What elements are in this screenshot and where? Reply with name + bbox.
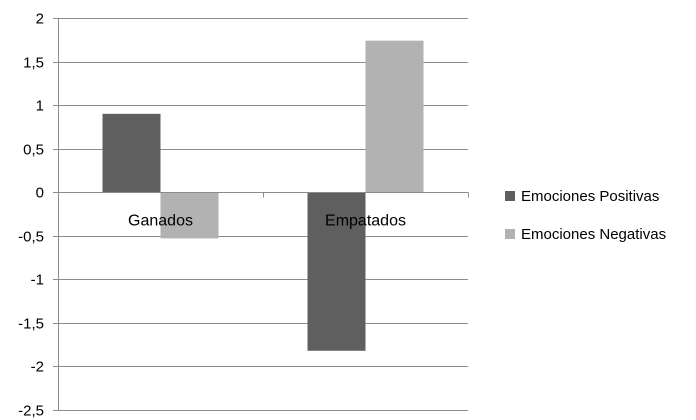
y-tick-label: -0,5 bbox=[18, 229, 44, 246]
bar-empatados-series-1 bbox=[307, 192, 366, 351]
y-tick-label: 1,5 bbox=[23, 55, 44, 72]
y-tick-label: 0 bbox=[36, 185, 44, 202]
legend-label: Emociones Positivas bbox=[521, 188, 659, 205]
y-tick-label: 1 bbox=[36, 98, 44, 115]
legend-swatch bbox=[505, 191, 515, 201]
bar-empatados-series-2 bbox=[365, 40, 424, 193]
legend-label: Emociones Negativas bbox=[521, 226, 666, 243]
y-tick-label: -2,5 bbox=[18, 403, 44, 420]
legend: Emociones Positivas Emociones Negativas bbox=[505, 188, 666, 243]
y-tick-label: 0,5 bbox=[23, 142, 44, 159]
legend-swatch bbox=[505, 229, 515, 239]
x-axis-labels: Ganados Empatados bbox=[128, 213, 406, 230]
x-category-label: Ganados bbox=[128, 213, 193, 230]
y-tick-label: 2 bbox=[36, 11, 44, 28]
bar-ganados-series-1 bbox=[102, 113, 161, 193]
y-tick-label: -2 bbox=[31, 359, 44, 376]
y-tick-label: -1,5 bbox=[18, 316, 44, 333]
y-axis-labels: 2 1,5 1 0,5 0 -0,5 -1 -1,5 -2 -2,5 bbox=[18, 11, 44, 420]
y-tick-label: -1 bbox=[31, 272, 44, 289]
bars bbox=[102, 40, 424, 351]
axes bbox=[53, 18, 469, 411]
bar-ganados-series-2 bbox=[160, 192, 219, 239]
x-category-label: Empatados bbox=[325, 213, 406, 230]
